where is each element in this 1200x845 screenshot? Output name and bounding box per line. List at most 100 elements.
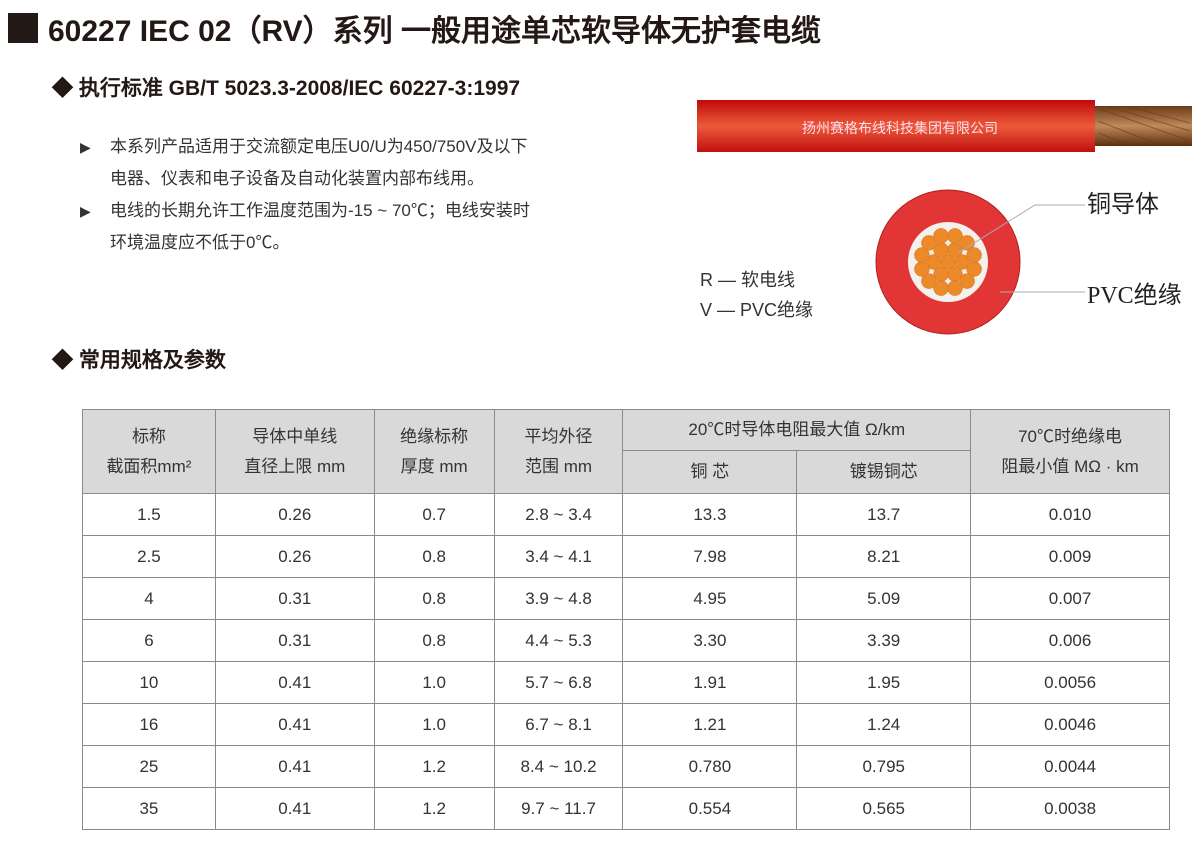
header-insulation-thickness: 绝缘标称 厚度 mm <box>373 409 495 494</box>
diamond-icon: ◆ <box>52 77 79 100</box>
table-row: 1.5 0.26 0.7 2.8 ~ 3.4 13.3 13.7 0.010 <box>82 493 1170 536</box>
copper-strand <box>914 261 930 277</box>
table-cell: 0.26 <box>214 493 375 536</box>
title-text: 60227 IEC 02（RV）系列 一般用途单芯软导体无护套电缆 <box>48 15 821 48</box>
table-cell: 2.5 <box>82 535 216 578</box>
table-cell: 0.41 <box>214 661 375 704</box>
header-resistance: 20℃时导体电阻最大值 Ω/km <box>622 409 972 451</box>
table-cell: 1.21 <box>622 703 798 746</box>
table-cell: 1.2 <box>373 787 495 830</box>
table-cell: 0.8 <box>373 535 495 578</box>
table-cell: 1.95 <box>796 661 972 704</box>
copper-strand <box>926 254 942 270</box>
table-cell: 6.7 ~ 8.1 <box>493 703 624 746</box>
table-row: 10 0.41 1.0 5.7 ~ 6.8 1.91 1.95 0.0056 <box>82 661 1170 704</box>
table-cell: 0.41 <box>214 703 375 746</box>
table-cell: 16 <box>82 703 216 746</box>
bullet-line: 本系列产品适用于交流额定电压U0/U为450/750V及以下 <box>110 137 528 156</box>
table-row: 6 0.31 0.8 4.4 ~ 5.3 3.30 3.39 0.006 <box>82 619 1170 662</box>
cable-jacket <box>697 100 1095 152</box>
table-cell: 0.0044 <box>970 745 1170 788</box>
table-cell: 8.4 ~ 10.2 <box>493 745 624 788</box>
header-insulation-resistance: 70℃时绝缘电 阻最小值 MΩ · km <box>970 409 1170 494</box>
table-row: 4 0.31 0.8 3.9 ~ 4.8 4.95 5.09 0.007 <box>82 577 1170 620</box>
header-wire-diameter: 导体中单线 直径上限 mm <box>214 409 375 494</box>
table-cell: 5.09 <box>796 577 972 620</box>
table-cell: 0.010 <box>970 493 1170 536</box>
bullet-line: 电线的长期允许工作温度范围为-15 ~ 70℃；电线安装时 <box>110 201 530 220</box>
table-cell: 0.554 <box>622 787 798 830</box>
header-tinned-copper: 镀锡铜芯 <box>796 450 972 494</box>
table-cell: 6 <box>82 619 216 662</box>
bullet-line: 环境温度应不低于0℃。 <box>110 233 290 252</box>
table-cell: 4 <box>82 577 216 620</box>
table-cell: 0.795 <box>796 745 972 788</box>
table-cell: 35 <box>82 787 216 830</box>
legend-r: R — 软电线 <box>700 270 796 290</box>
table-cell: 4.4 ~ 5.3 <box>493 619 624 662</box>
table-cell: 0.7 <box>373 493 495 536</box>
table-cell: 10 <box>82 661 216 704</box>
table-cell: 4.95 <box>622 577 798 620</box>
table-cell: 0.0056 <box>970 661 1170 704</box>
table-cell: 3.9 ~ 4.8 <box>493 577 624 620</box>
table-cell: 1.91 <box>622 661 798 704</box>
diamond-icon: ◆ <box>52 349 79 372</box>
label-conductor: 铜导体 <box>1087 192 1159 218</box>
table-cell: 0.009 <box>970 535 1170 578</box>
table-cell: 0.0046 <box>970 703 1170 746</box>
table-cell: 9.7 ~ 11.7 <box>493 787 624 830</box>
table-row: 2.5 0.26 0.8 3.4 ~ 4.1 7.98 8.21 0.009 <box>82 535 1170 578</box>
legend-v: V — PVC绝缘 <box>700 300 814 320</box>
copper-strand <box>914 247 930 263</box>
table-cell: 1.0 <box>373 661 495 704</box>
copper-strand <box>947 228 963 244</box>
copper-strands <box>914 228 982 296</box>
table-cell: 0.26 <box>214 535 375 578</box>
table-cell: 8.21 <box>796 535 972 578</box>
table-cell: 0.565 <box>796 787 972 830</box>
header-outer-diameter: 平均外径 范围 mm <box>493 409 624 494</box>
standard-text: 执行标准 GB/T 5023.3-2008/IEC 60227-3:1997 <box>78 77 521 100</box>
table-cell: 0.31 <box>214 619 375 662</box>
label-insulation: PVC绝缘 <box>1087 283 1182 309</box>
table-cell: 0.31 <box>214 577 375 620</box>
table-cell: 0.0038 <box>970 787 1170 830</box>
standard-heading: ◆ 执行标准 GB/T 5023.3-2008/IEC 60227-3:1997 <box>52 72 520 102</box>
table-cell: 0.780 <box>622 745 798 788</box>
copper-strand <box>933 280 949 296</box>
bullet-line: 电器、仪表和电子设备及自动化装置内部布线用。 <box>110 169 484 188</box>
table-cell: 3.4 ~ 4.1 <box>493 535 624 578</box>
triangle-icon: ▶ <box>80 139 91 155</box>
section-title: 常用规格及参数 <box>78 349 226 372</box>
table-cell: 3.30 <box>622 619 798 662</box>
table-cell: 25 <box>82 745 216 788</box>
header-cross-section: 标称 截面积mm² <box>82 409 216 494</box>
table-cell: 0.8 <box>373 619 495 662</box>
copper-strand <box>959 273 975 289</box>
table-cell: 13.3 <box>622 493 798 536</box>
table-cell: 0.007 <box>970 577 1170 620</box>
table-cell: 13.7 <box>796 493 972 536</box>
table-cell: 0.41 <box>214 745 375 788</box>
table-cell: 0.8 <box>373 577 495 620</box>
table-row: 35 0.41 1.2 9.7 ~ 11.7 0.554 0.565 0.0038 <box>82 787 1170 830</box>
table-cell: 1.5 <box>82 493 216 536</box>
copper-strand <box>966 247 982 263</box>
copper-strand <box>921 273 937 289</box>
section-heading: ◆ 常用规格及参数 <box>52 344 226 374</box>
copper-strand <box>954 254 970 270</box>
table-cell: 1.24 <box>796 703 972 746</box>
table-cell: 0.41 <box>214 787 375 830</box>
spec-table: 标称 截面积mm² 导体中单线 直径上限 mm 绝缘标称 厚度 mm 平均外径 范围 m… <box>82 409 1170 830</box>
table-cell: 5.7 ~ 6.8 <box>493 661 624 704</box>
table-cell: 2.8 ~ 3.4 <box>493 493 624 536</box>
title-square-icon <box>8 13 38 43</box>
header-copper: 铜 芯 <box>622 450 798 494</box>
triangle-icon: ▶ <box>80 203 91 219</box>
table-row: 16 0.41 1.0 6.7 ~ 8.1 1.21 1.24 0.0046 <box>82 703 1170 746</box>
table-cell: 1.0 <box>373 703 495 746</box>
leader-line-conductor <box>957 204 1085 254</box>
page-title: 60227 IEC 02（RV）系列 一般用途单芯软导体无护套电缆 <box>8 6 821 50</box>
